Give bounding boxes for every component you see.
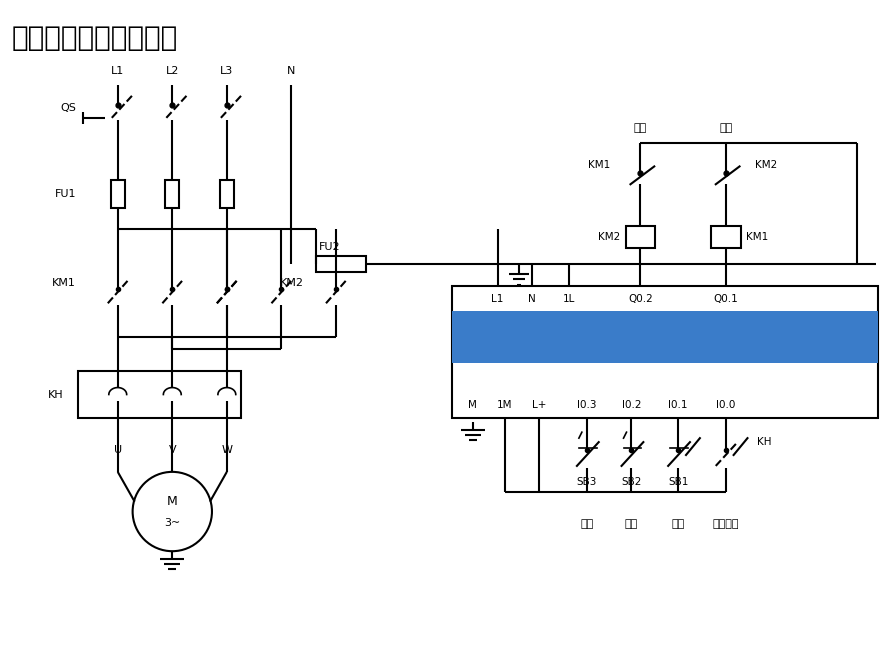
Text: 1M: 1M — [497, 401, 513, 411]
Text: W: W — [221, 445, 232, 455]
Text: KM1: KM1 — [588, 160, 611, 170]
Bar — [625, 226, 655, 248]
Text: FU2: FU2 — [319, 242, 341, 252]
Text: L+: L+ — [532, 401, 547, 411]
Text: 过载保护: 过载保护 — [713, 519, 739, 529]
Text: L1: L1 — [491, 295, 504, 305]
Text: Q0.1: Q0.1 — [714, 295, 738, 305]
Text: SB3: SB3 — [577, 477, 597, 486]
Text: 电动机正反转控制电路: 电动机正反转控制电路 — [12, 23, 178, 52]
Text: U: U — [113, 445, 121, 455]
Bar — [711, 226, 740, 248]
Bar — [452, 287, 879, 418]
Text: 反转: 反转 — [580, 519, 594, 529]
Text: I0.1: I0.1 — [668, 401, 688, 411]
Bar — [452, 311, 879, 363]
Text: 正转: 正转 — [625, 519, 638, 529]
Text: 正转: 正转 — [719, 123, 732, 133]
Text: L1: L1 — [111, 66, 124, 76]
Text: KM1: KM1 — [52, 278, 76, 289]
Text: L3: L3 — [221, 66, 233, 76]
Text: I0.2: I0.2 — [622, 401, 641, 411]
Text: KH: KH — [47, 389, 63, 399]
Text: 反转: 反转 — [634, 123, 647, 133]
Bar — [165, 180, 179, 208]
Text: N: N — [529, 295, 536, 305]
Text: KM2: KM2 — [755, 160, 778, 170]
Text: I0.3: I0.3 — [577, 401, 597, 411]
Text: V: V — [169, 445, 176, 455]
Bar — [78, 370, 241, 418]
Text: SB2: SB2 — [622, 477, 642, 486]
Text: M: M — [468, 401, 477, 411]
Circle shape — [133, 472, 212, 551]
Text: N: N — [288, 66, 296, 76]
Text: KH: KH — [757, 437, 772, 447]
Text: Q0.2: Q0.2 — [628, 295, 653, 305]
Text: 停止: 停止 — [672, 519, 685, 529]
Text: KM1: KM1 — [746, 231, 768, 242]
Text: 1L: 1L — [563, 295, 575, 305]
Text: L2: L2 — [165, 66, 179, 76]
Text: KM2: KM2 — [280, 278, 304, 289]
Text: I0.0: I0.0 — [716, 401, 735, 411]
Bar — [111, 180, 125, 208]
Bar — [220, 180, 234, 208]
Text: FU1: FU1 — [54, 189, 76, 199]
Text: 3~: 3~ — [164, 519, 180, 529]
Text: KM2: KM2 — [598, 231, 621, 242]
Bar — [316, 256, 365, 272]
Text: M: M — [167, 495, 178, 508]
Text: SB1: SB1 — [668, 477, 689, 486]
Text: QS: QS — [60, 103, 76, 113]
